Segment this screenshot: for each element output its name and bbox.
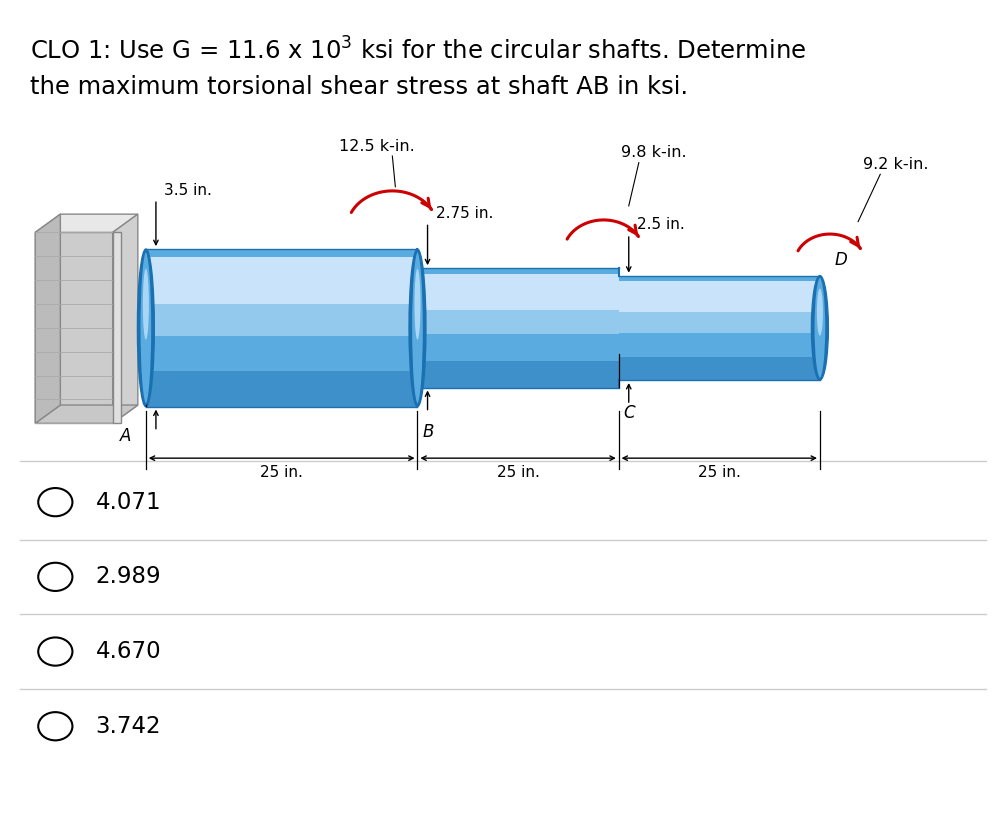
Ellipse shape (812, 276, 828, 380)
Polygon shape (619, 357, 820, 380)
Polygon shape (35, 214, 138, 232)
Polygon shape (619, 281, 820, 312)
Text: 9.2 k-in.: 9.2 k-in. (862, 157, 929, 172)
Text: 4.071: 4.071 (96, 491, 161, 514)
Polygon shape (417, 361, 619, 388)
Polygon shape (619, 312, 820, 333)
Ellipse shape (138, 249, 154, 407)
Polygon shape (35, 232, 113, 423)
Text: 12.5 k-in.: 12.5 k-in. (339, 139, 415, 154)
Polygon shape (146, 249, 417, 407)
Polygon shape (417, 274, 619, 310)
Polygon shape (35, 214, 60, 423)
Text: D: D (835, 251, 848, 269)
Text: 25 in.: 25 in. (698, 465, 740, 480)
Ellipse shape (409, 249, 426, 407)
Text: the maximum torsional shear stress at shaft AB in ksi.: the maximum torsional shear stress at sh… (30, 75, 688, 99)
Polygon shape (113, 214, 138, 423)
Ellipse shape (817, 289, 823, 335)
Text: 4.670: 4.670 (96, 640, 161, 663)
Text: 9.8 k-in.: 9.8 k-in. (621, 145, 687, 160)
Text: C: C (624, 404, 636, 422)
Text: CLO 1: Use G = 11.6 x 10$^3$ ksi for the circular shafts. Determine: CLO 1: Use G = 11.6 x 10$^3$ ksi for the… (30, 37, 807, 65)
Text: 25 in.: 25 in. (261, 465, 303, 480)
Text: 2.989: 2.989 (96, 565, 161, 588)
Text: 25 in.: 25 in. (497, 465, 539, 480)
Polygon shape (146, 256, 417, 304)
Polygon shape (417, 268, 619, 388)
Text: 2.75 in.: 2.75 in. (436, 206, 493, 221)
Ellipse shape (414, 269, 421, 339)
Ellipse shape (411, 251, 424, 404)
Polygon shape (113, 232, 121, 423)
Text: 2.5 in.: 2.5 in. (637, 217, 684, 232)
Text: A: A (120, 427, 131, 446)
Ellipse shape (140, 251, 152, 404)
Ellipse shape (143, 269, 149, 339)
Text: 3.5 in.: 3.5 in. (164, 183, 212, 198)
Polygon shape (146, 371, 417, 407)
Polygon shape (417, 310, 619, 334)
Text: 3.742: 3.742 (96, 715, 161, 738)
Polygon shape (146, 304, 417, 335)
Polygon shape (35, 405, 138, 423)
Polygon shape (619, 276, 820, 380)
Text: B: B (423, 423, 434, 442)
Ellipse shape (814, 277, 826, 378)
